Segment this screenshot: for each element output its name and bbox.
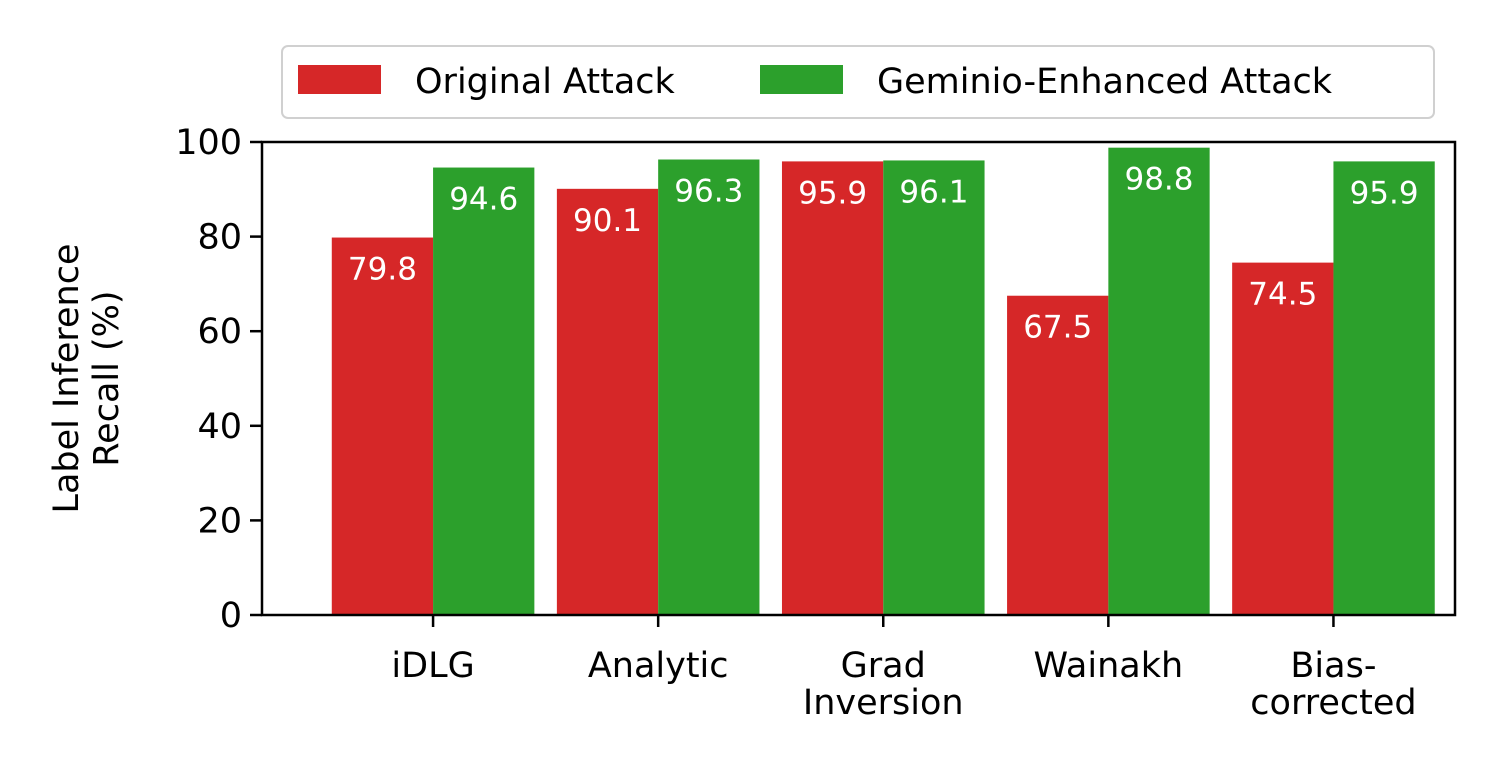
bar-value-label: 90.1 <box>573 203 642 239</box>
bar-value-label: 74.5 <box>1248 277 1317 313</box>
bar-value-label: 94.6 <box>449 182 518 218</box>
bar <box>1333 161 1435 615</box>
legend-label: Original Attack <box>415 62 676 102</box>
y-axis: 0 20 40 60 80 100 <box>175 123 262 636</box>
bar <box>1007 295 1109 615</box>
plot-frame <box>260 140 1457 617</box>
bar <box>433 167 535 616</box>
bar <box>556 188 659 615</box>
y-axis-label: Label InferenceRecall (%) <box>47 243 127 513</box>
x-tick-label: Wainakh <box>1034 646 1184 686</box>
bar-value-label: 96.3 <box>674 174 743 210</box>
bar-labels: 79.8 94.6 90.1 96.3 95.9 96.1 67.5 98.8 74.5 95.9 <box>348 162 1419 346</box>
y-tick-label: 0 <box>220 596 242 636</box>
legend-swatch <box>298 65 381 94</box>
y-tick-label: 40 <box>197 407 242 447</box>
x-tick-label: Grad Inversion <box>803 646 964 723</box>
bar <box>1232 262 1334 615</box>
x-tick-label: iDLG <box>391 646 474 686</box>
bar-value-label: 95.9 <box>1350 175 1419 211</box>
bar <box>781 161 884 615</box>
bar <box>331 237 434 615</box>
y-tick-label: 100 <box>175 123 242 163</box>
bar-value-label: 98.8 <box>1124 162 1193 198</box>
legend-box <box>281 45 1435 119</box>
legend-swatch <box>760 65 843 94</box>
bar <box>658 159 760 615</box>
y-tick-label: 80 <box>197 218 242 258</box>
legend-label: Geminio-Enhanced Attack <box>877 62 1333 102</box>
bar-value-label: 96.1 <box>899 174 968 210</box>
legend: Original Attack Geminio-Enhanced Attack <box>281 45 1435 119</box>
x-tick-label: Analytic <box>588 646 729 686</box>
y-tick-label: 20 <box>197 501 242 541</box>
y-tick-label: 60 <box>197 312 242 352</box>
bar-value-label: 95.9 <box>798 175 867 211</box>
x-tick-label: Bias-corrected <box>1250 646 1416 723</box>
bar <box>883 160 985 615</box>
plot-bars <box>331 147 1435 616</box>
x-axis: iDLG Analytic Grad Inversion Wainakh Bias-cor… <box>391 615 1417 723</box>
bar <box>1108 147 1210 615</box>
bar-value-label: 79.8 <box>348 252 417 288</box>
bar-value-label: 67.5 <box>1023 310 1092 346</box>
